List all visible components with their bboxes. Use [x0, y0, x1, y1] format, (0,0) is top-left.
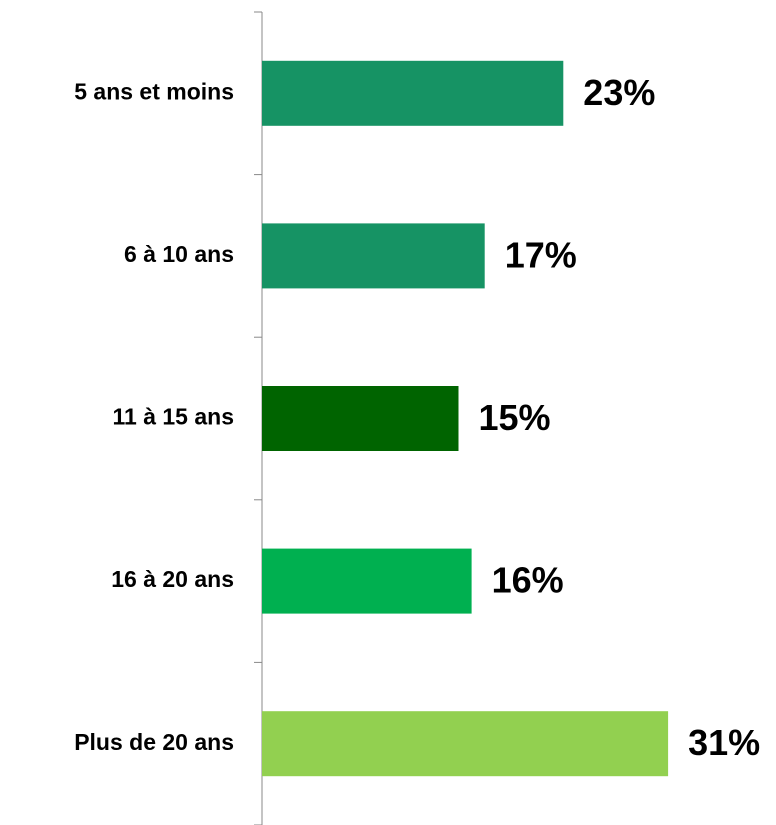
category-label: 6 à 10 ans: [124, 241, 234, 267]
bar: [262, 711, 669, 777]
category-label: 16 à 20 ans: [111, 566, 234, 592]
bar: [262, 386, 459, 451]
value-label: 23%: [583, 72, 655, 113]
category-label: Plus de 20 ans: [74, 729, 234, 755]
value-label: 17%: [505, 234, 577, 275]
value-label: 16%: [492, 560, 564, 601]
value-label: 31%: [688, 722, 760, 763]
category-label: 11 à 15 ans: [113, 404, 235, 430]
bar: [262, 223, 485, 289]
bar: [262, 60, 564, 126]
bar: [262, 548, 472, 614]
value-label: 15%: [479, 397, 551, 438]
category-label: 5 ans et moins: [74, 78, 234, 104]
